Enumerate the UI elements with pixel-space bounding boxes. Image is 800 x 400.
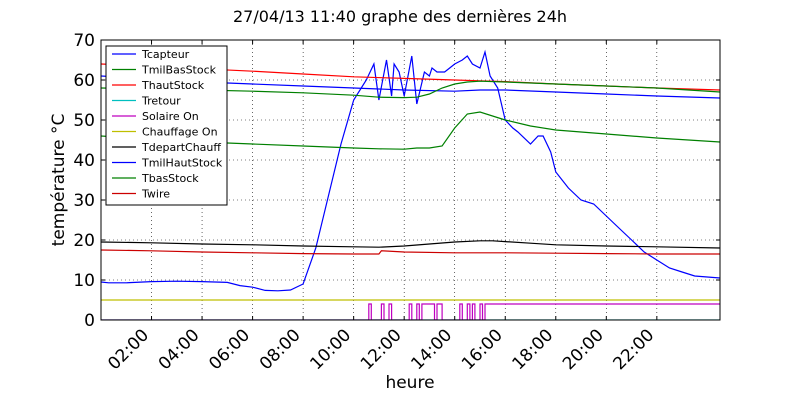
- x-axis-label: heure: [385, 373, 434, 393]
- y-tick-label: 30: [73, 191, 95, 211]
- series-line-solaire-on: [101, 303, 720, 320]
- x-tick-label: 20:00: [559, 325, 608, 374]
- legend-entry: TdepartChauff: [141, 141, 221, 154]
- legend-entry: ThautStock: [141, 79, 205, 92]
- x-tick-label: 18:00: [509, 325, 558, 374]
- legend-entry: TmilBasStock: [141, 64, 217, 77]
- y-tick-label: 0: [84, 311, 95, 331]
- x-tick-label: 12:00: [357, 325, 406, 374]
- x-tick-label: 22:00: [610, 325, 659, 374]
- legend-entry: Tcapteur: [141, 48, 190, 61]
- y-tick-label: 50: [73, 111, 95, 131]
- series-line-twire: [101, 249, 720, 255]
- y-tick-label: 40: [73, 151, 95, 171]
- legend-entry: Solaire On: [142, 110, 199, 123]
- legend-entry: TmilHautStock: [141, 157, 223, 170]
- series-line-tmilbasstock: [101, 111, 720, 150]
- legend-entry: Tretour: [141, 95, 181, 108]
- x-tick-label: 08:00: [256, 325, 305, 374]
- y-tick-label: 10: [73, 271, 95, 291]
- x-tick-label: 02:00: [104, 325, 153, 374]
- x-tick-label: 14:00: [407, 325, 456, 374]
- series-line-tcapteur: [101, 49, 720, 292]
- legend-entry: Chauffage On: [142, 126, 218, 139]
- series-line-tdepartchauff: [101, 240, 720, 249]
- plot-frame: [100, 39, 721, 321]
- x-tick-label: 04:00: [155, 325, 204, 374]
- x-tick-label: 16:00: [458, 325, 507, 374]
- y-tick-label: 60: [73, 71, 95, 91]
- y-tick-label: 20: [73, 231, 95, 251]
- x-tick-label: 10:00: [306, 325, 355, 374]
- x-tick-label: 06:00: [205, 325, 254, 374]
- legend-entry: TbasStock: [141, 172, 199, 185]
- chart-title: 27/04/13 11:40 graphe des dernières 24h: [233, 7, 567, 26]
- series-line-tbasstock: [101, 80, 720, 99]
- y-tick-label: 70: [73, 31, 95, 51]
- legend: Tcapteur TmilBasStock ThautStock Tretour Sol…: [105, 45, 228, 206]
- legend-entry: Twire: [141, 188, 170, 201]
- y-axis-label: température °C: [49, 114, 69, 247]
